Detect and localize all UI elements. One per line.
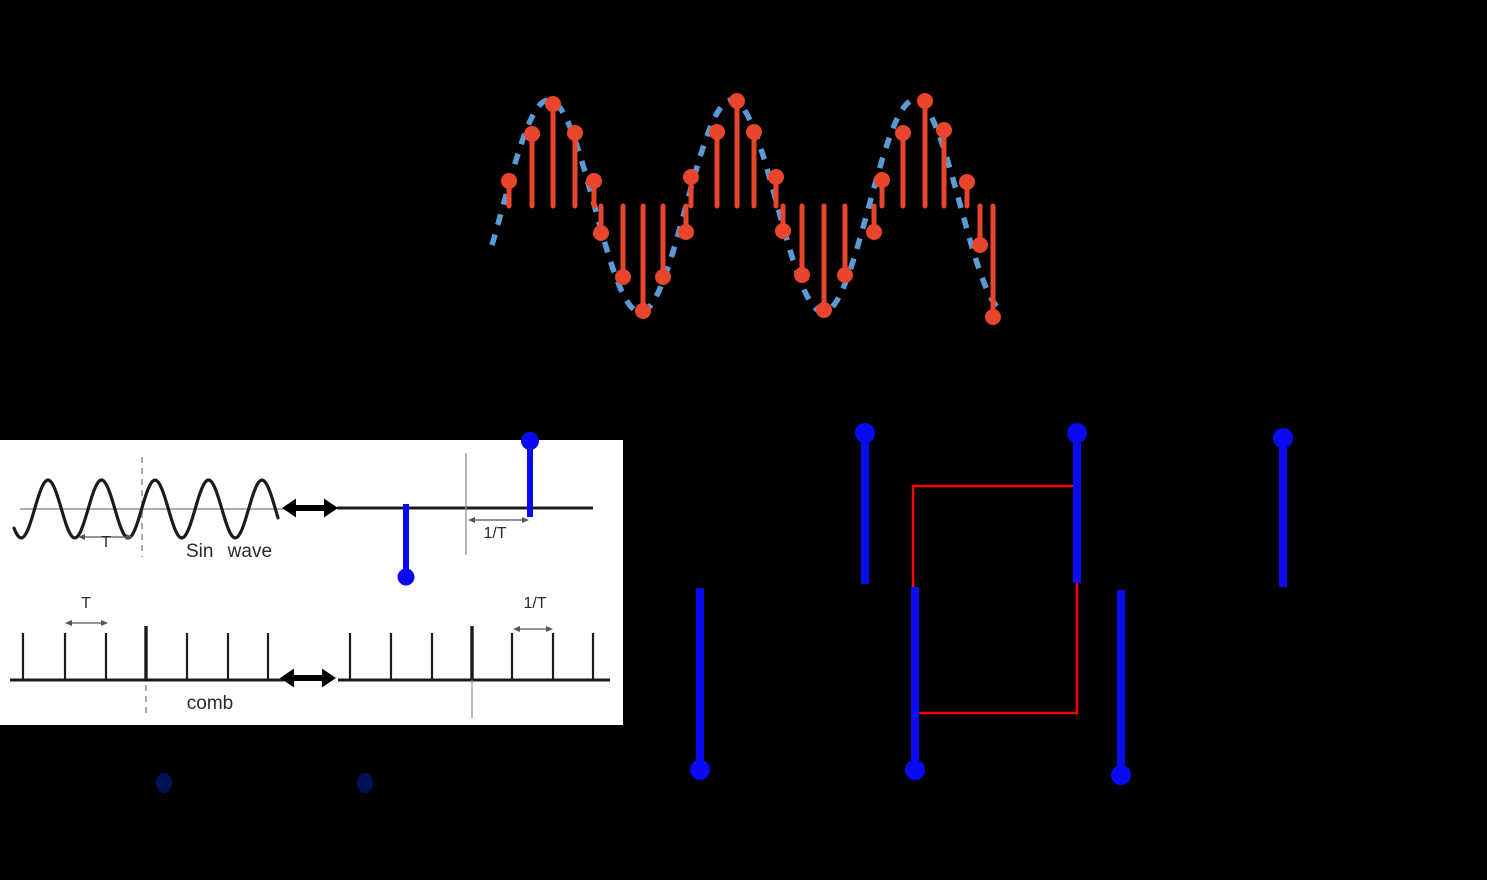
dim-arrow-head — [522, 517, 529, 523]
sample-ball — [635, 303, 651, 319]
sample-ball — [816, 302, 832, 318]
spectrum-up-ball — [1067, 423, 1087, 443]
sample-ball — [524, 126, 540, 142]
sample-ball — [545, 96, 561, 112]
sample-ball — [709, 124, 725, 140]
spectrum-up-ball — [855, 423, 875, 443]
panel-up-impulse-ball — [521, 432, 539, 450]
dim-arrow-head — [468, 517, 475, 523]
highlight-box — [911, 484, 1079, 715]
sample-ball — [917, 93, 933, 109]
dim-arrow-head — [546, 626, 553, 632]
sample-ball — [615, 269, 631, 285]
dim-arrow-head — [126, 534, 133, 540]
sample-ball — [768, 169, 784, 185]
faint-dot — [357, 773, 373, 793]
sample-ball — [501, 173, 517, 189]
sample-ball — [874, 172, 890, 188]
spectrum-down-ball — [1111, 765, 1131, 785]
dim-arrow-head — [513, 626, 520, 632]
spectrum-up-ball — [1273, 428, 1293, 448]
transform-arrow-head — [324, 498, 338, 518]
sample-ball — [683, 169, 699, 185]
comb-label: comb — [186, 693, 234, 714]
fourier-pairs-panel: T Sin wave 1/T T comb 1/T — [0, 440, 623, 725]
sine-freq-label: 1/T — [483, 525, 507, 542]
sampled-points-group — [501, 93, 1001, 325]
sample-ball — [678, 224, 694, 240]
sample-ball — [729, 93, 745, 109]
sample-ball — [866, 224, 882, 240]
sine-wave-curve — [12, 478, 280, 540]
sample-ball — [593, 225, 609, 241]
sine-wave-label: Sin wave — [185, 541, 273, 562]
sample-ball — [567, 125, 583, 141]
comb-period-label: T — [81, 595, 91, 612]
transform-arrow-head — [282, 498, 296, 518]
comb-freq-label: 1/T — [523, 595, 547, 612]
fourier-pairs-drawing — [10, 453, 610, 718]
sample-ball — [794, 267, 810, 283]
sample-ball — [655, 269, 671, 285]
dim-arrow-head — [101, 620, 108, 626]
sine-period-label: T — [101, 534, 111, 551]
sample-ball — [985, 309, 1001, 325]
transform-arrow-head — [280, 668, 294, 688]
sample-ball — [746, 124, 762, 140]
spectrum-down-ball — [905, 760, 925, 780]
sample-ball — [586, 173, 602, 189]
sample-ball — [775, 223, 791, 239]
sample-ball — [837, 267, 853, 283]
dim-arrow-head — [65, 620, 72, 626]
sample-ball — [936, 122, 952, 138]
spectrum-down-ball — [690, 760, 710, 780]
sample-ball — [959, 174, 975, 190]
faint-dot — [156, 773, 172, 793]
transform-arrow-head — [322, 668, 336, 688]
sample-ball — [972, 237, 988, 253]
sample-ball — [895, 125, 911, 141]
dim-arrow-head — [78, 534, 85, 540]
panel-down-impulse-ball — [397, 568, 415, 586]
